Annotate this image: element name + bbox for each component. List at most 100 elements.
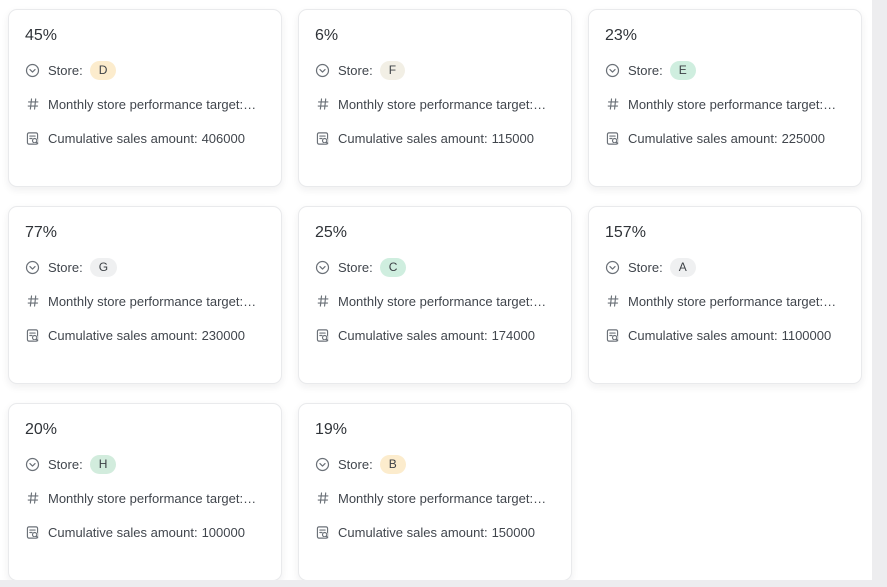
lookup-icon <box>315 328 330 343</box>
sales-field-text: Cumulative sales amount: 174000 <box>338 328 535 343</box>
card-title-percentage: 19% <box>315 421 348 438</box>
target-field-text: Monthly store performance target:100... <box>628 97 845 112</box>
card-title-percentage: 23% <box>605 27 638 44</box>
target-field-label: Monthly store performance target: <box>628 96 824 112</box>
field-row-target: Monthly store performance target:100... <box>605 94 845 114</box>
single-select-icon <box>25 260 40 275</box>
target-field-label: Monthly store performance target: <box>338 490 534 506</box>
single-select-icon <box>605 63 620 78</box>
field-row-sales: Cumulative sales amount: 230000 <box>25 325 265 345</box>
store-badge: E <box>669 60 696 80</box>
card-title-percentage: 45% <box>25 27 58 44</box>
record-card[interactable]: 19% Store: B Monthly store performance t… <box>298 403 572 581</box>
store-badge: F <box>379 60 406 80</box>
sales-field-value: 100000 <box>201 524 245 540</box>
single-select-icon <box>25 457 40 472</box>
sales-field-value: 225000 <box>781 130 825 146</box>
field-row-target: Monthly store performance target:900... <box>25 94 265 114</box>
sales-field-value: 150000 <box>491 524 535 540</box>
field-row-store: Store: D <box>25 60 265 80</box>
field-row-sales: Cumulative sales amount: 100000 <box>25 522 265 542</box>
target-field-label: Monthly store performance target: <box>48 96 244 112</box>
record-card[interactable]: 20% Store: H Monthly store performance t… <box>8 403 282 581</box>
lookup-icon <box>25 131 40 146</box>
field-row-store: Store: H <box>25 454 265 474</box>
store-badge: H <box>89 454 117 474</box>
single-select-icon <box>315 457 330 472</box>
card-title-percentage: 20% <box>25 421 58 438</box>
number-icon <box>605 294 620 309</box>
sales-field-value: 115000 <box>491 130 534 146</box>
store-field-label: Store: <box>338 456 373 472</box>
field-row-store: Store: B <box>315 454 555 474</box>
lookup-icon <box>25 328 40 343</box>
store-field-label: Store: <box>48 62 83 78</box>
lookup-icon <box>315 525 330 540</box>
field-row-store: Store: C <box>315 257 555 277</box>
lookup-icon <box>25 525 40 540</box>
field-row-sales: Cumulative sales amount: 225000 <box>605 128 845 148</box>
sales-field-text: Cumulative sales amount: 115000 <box>338 131 534 146</box>
target-field-text: Monthly store performance target:700... <box>628 294 845 309</box>
store-field-label: Store: <box>48 456 83 472</box>
field-row-sales: Cumulative sales amount: 115000 <box>315 128 555 148</box>
store-badge: B <box>379 454 406 474</box>
sales-field-text: Cumulative sales amount: 230000 <box>48 328 245 343</box>
field-row-target: Monthly store performance target:200... <box>315 94 555 114</box>
store-field-label: Store: <box>48 259 83 275</box>
target-field-text: Monthly store performance target:700... <box>338 294 555 309</box>
page-bottom-gutter <box>0 580 887 587</box>
target-field-text: Monthly store performance target:900... <box>48 97 265 112</box>
single-select-icon <box>315 260 330 275</box>
number-icon <box>315 491 330 506</box>
sales-field-label: Cumulative sales amount: <box>48 130 198 146</box>
sales-field-text: Cumulative sales amount: 150000 <box>338 525 535 540</box>
store-field-label: Store: <box>628 62 663 78</box>
target-field-label: Monthly store performance target: <box>338 96 534 112</box>
card-title-percentage: 157% <box>605 224 646 241</box>
target-field-text: Monthly store performance target:800... <box>338 491 555 506</box>
sales-field-label: Cumulative sales amount: <box>628 327 778 343</box>
field-row-store: Store: A <box>605 257 845 277</box>
target-field-label: Monthly store performance target: <box>628 293 824 309</box>
sales-field-text: Cumulative sales amount: 100000 <box>48 525 245 540</box>
store-field-label: Store: <box>628 259 663 275</box>
field-row-target: Monthly store performance target:700... <box>315 291 555 311</box>
field-row-store: Store: E <box>605 60 845 80</box>
number-icon <box>605 97 620 112</box>
sales-field-label: Cumulative sales amount: <box>338 327 488 343</box>
record-card[interactable]: 45% Store: D Monthly store performance t… <box>8 9 282 187</box>
field-row-store: Store: F <box>315 60 555 80</box>
target-field-text: Monthly store performance target:200... <box>338 97 555 112</box>
sales-field-label: Cumulative sales amount: <box>48 524 198 540</box>
page-right-gutter <box>872 0 887 587</box>
number-icon <box>315 294 330 309</box>
store-badge: C <box>379 257 407 277</box>
record-card[interactable]: 6% Store: F Monthly store performance ta… <box>298 9 572 187</box>
field-row-store: Store: G <box>25 257 265 277</box>
sales-field-value: 230000 <box>201 327 245 343</box>
record-card[interactable]: 157% Store: A Monthly store performance … <box>588 206 862 384</box>
sales-field-label: Cumulative sales amount: <box>338 130 488 146</box>
record-card[interactable]: 23% Store: E Monthly store performance t… <box>588 9 862 187</box>
record-card-gallery: 45% Store: D Monthly store performance t… <box>8 9 862 581</box>
number-icon <box>25 294 40 309</box>
store-field-label: Store: <box>338 259 373 275</box>
field-row-sales: Cumulative sales amount: 406000 <box>25 128 265 148</box>
target-field-text: Monthly store performance target:500... <box>48 491 265 506</box>
target-field-label: Monthly store performance target: <box>48 293 244 309</box>
record-card[interactable]: 77% Store: G Monthly store performance t… <box>8 206 282 384</box>
number-icon <box>25 491 40 506</box>
store-badge: G <box>89 257 118 277</box>
field-row-target: Monthly store performance target:300... <box>25 291 265 311</box>
sales-field-value: 174000 <box>491 327 535 343</box>
store-badge: A <box>669 257 696 277</box>
record-card[interactable]: 25% Store: C Monthly store performance t… <box>298 206 572 384</box>
field-row-target: Monthly store performance target:700... <box>605 291 845 311</box>
sales-field-value: 406000 <box>201 130 245 146</box>
target-field-label: Monthly store performance target: <box>48 490 244 506</box>
store-field-label: Store: <box>338 62 373 78</box>
target-field-label: Monthly store performance target: <box>338 293 534 309</box>
single-select-icon <box>315 63 330 78</box>
card-title-percentage: 25% <box>315 224 348 241</box>
